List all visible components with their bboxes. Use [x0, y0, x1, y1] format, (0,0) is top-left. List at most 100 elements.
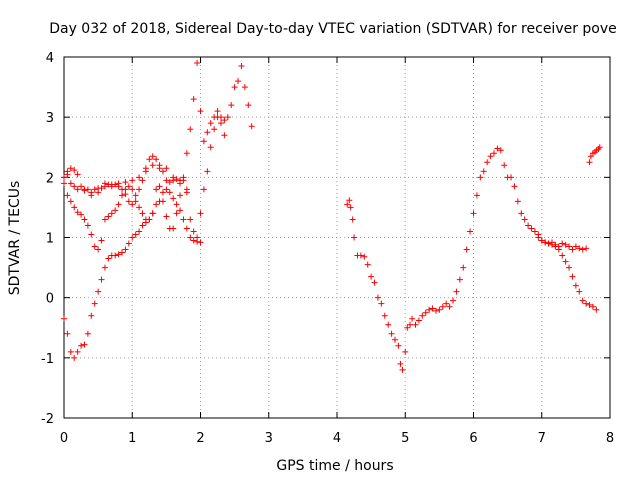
data-point — [569, 273, 576, 280]
data-point — [84, 186, 91, 193]
data-point — [115, 180, 122, 187]
data-point — [125, 183, 132, 190]
data-point — [132, 231, 139, 238]
data-point — [173, 210, 180, 217]
data-point — [81, 216, 88, 223]
data-point — [241, 84, 248, 91]
data-point — [562, 258, 569, 265]
y-tick-label: 2 — [46, 171, 54, 186]
data-point — [64, 192, 71, 199]
data-point — [156, 198, 163, 205]
data-point — [224, 114, 231, 121]
series-track-4 — [61, 162, 190, 199]
data-point — [166, 179, 173, 186]
data-point — [542, 239, 549, 246]
data-point — [248, 123, 255, 130]
data-point — [214, 108, 221, 115]
data-point — [119, 192, 126, 199]
data-point — [364, 261, 371, 268]
data-point — [593, 306, 600, 313]
data-point — [346, 197, 353, 204]
data-point — [217, 114, 224, 121]
data-point — [432, 307, 439, 314]
data-point — [166, 189, 173, 196]
data-point — [443, 300, 450, 307]
data-point — [422, 309, 429, 316]
data-point — [470, 210, 477, 217]
data-point — [446, 303, 453, 310]
series-track-2 — [61, 60, 228, 253]
data-point — [371, 279, 378, 286]
data-point — [361, 253, 368, 260]
data-point — [407, 321, 414, 328]
data-point — [572, 243, 579, 250]
data-point — [545, 240, 552, 247]
data-point — [163, 213, 170, 220]
data-point — [84, 330, 91, 337]
data-point — [91, 300, 98, 307]
data-point — [173, 176, 180, 183]
data-point — [415, 317, 422, 324]
data-point — [132, 192, 139, 199]
data-point — [190, 96, 197, 103]
data-point — [187, 234, 194, 241]
data-point — [163, 186, 170, 193]
data-point — [88, 231, 95, 238]
data-point — [81, 341, 88, 348]
data-point — [204, 168, 211, 175]
axis-ticks — [63, 56, 611, 419]
y-axis-label: SDTVAR / TECUs — [7, 181, 23, 296]
data-point — [487, 153, 494, 160]
data-point — [170, 174, 177, 181]
data-point — [528, 225, 535, 232]
data-point — [235, 78, 242, 85]
data-point — [170, 225, 177, 232]
data-point — [583, 300, 590, 307]
x-tick-label: 4 — [333, 431, 341, 446]
data-point — [579, 297, 586, 304]
data-point — [228, 102, 235, 109]
data-point — [197, 108, 204, 115]
data-point — [484, 159, 491, 166]
data-point — [559, 240, 566, 247]
x-tick-label: 8 — [606, 431, 614, 446]
data-point — [562, 241, 569, 248]
data-point — [129, 201, 136, 208]
data-point — [78, 211, 85, 218]
data-point — [586, 301, 593, 308]
y-tick-label: 1 — [46, 232, 54, 247]
data-point — [108, 210, 115, 217]
data-point — [136, 204, 143, 211]
data-point — [67, 348, 74, 355]
data-point — [429, 305, 436, 312]
data-point — [217, 120, 224, 127]
y-axis-tick-labels: -2 -1 0 1 2 3 4 — [41, 51, 54, 427]
data-point — [108, 181, 115, 188]
data-point — [98, 237, 105, 244]
series-track-3 — [61, 186, 204, 361]
data-point — [194, 238, 201, 245]
data-point — [119, 249, 126, 256]
data-point — [74, 348, 81, 355]
data-point — [64, 171, 71, 178]
data-point — [344, 201, 351, 208]
data-point — [159, 168, 166, 175]
data-point — [74, 171, 81, 178]
data-point — [535, 234, 542, 241]
data-point — [477, 174, 484, 181]
data-point — [211, 126, 218, 133]
data-point — [531, 228, 538, 235]
data-point — [125, 240, 132, 247]
data-point — [596, 144, 603, 151]
data-point — [78, 342, 85, 349]
data-point — [494, 145, 501, 152]
data-point — [149, 153, 156, 160]
data-point — [395, 342, 402, 349]
data-point — [412, 321, 419, 328]
data-point — [153, 186, 160, 193]
data-point — [183, 225, 190, 232]
data-point — [357, 252, 364, 259]
data-point — [347, 204, 354, 211]
data-point — [579, 246, 586, 253]
data-point — [388, 330, 395, 337]
